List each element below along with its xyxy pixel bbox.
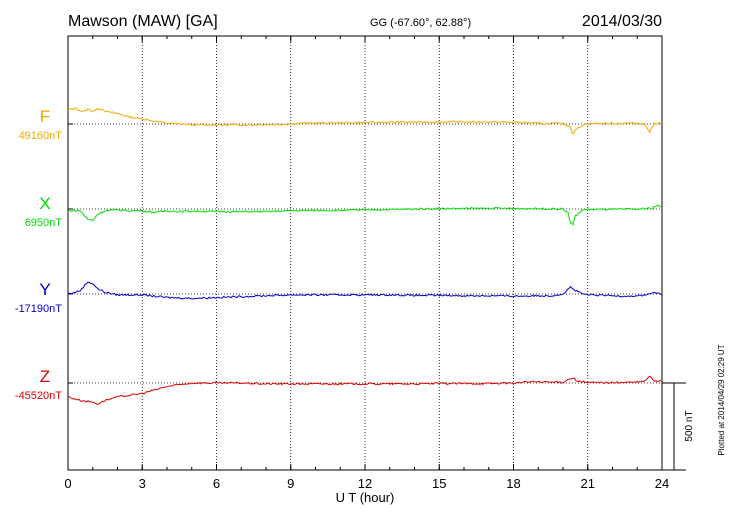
x-tick-label: 15 <box>432 476 446 491</box>
x-tick-label: 12 <box>358 476 372 491</box>
x-tick-label: 24 <box>655 476 669 491</box>
x-tick-label: 6 <box>213 476 220 491</box>
scale-bar <box>662 382 686 471</box>
x-tick-labels: 0 3 6 9 12 15 18 21 24 <box>64 476 669 491</box>
series-name-y: Y <box>39 280 50 299</box>
x-tick-label: 9 <box>287 476 294 491</box>
series-name-z: Z <box>40 367 50 386</box>
chart-title: Mawson (MAW) [GA] <box>68 13 218 30</box>
grid-lines <box>141 36 589 470</box>
series-baseline-label-z: -45520nT <box>15 390 62 402</box>
scale-bar-label: 500 nT <box>684 410 695 441</box>
series-line-z <box>67 375 663 406</box>
x-axis-label: U T (hour) <box>336 490 395 505</box>
series-line-x <box>67 204 663 226</box>
series-labels: F 49160nT X 6950nT Y -17190nT Z -45520nT <box>15 107 62 402</box>
plotted-at-note: Plotted at 2014/04/29 02:29 UT <box>717 344 726 455</box>
series-baseline-label-x: 6950nT <box>25 217 63 229</box>
x-tick-label: 3 <box>139 476 146 491</box>
x-tick-label: 0 <box>64 476 71 491</box>
chart-date: 2014/03/30 <box>582 13 662 30</box>
series-lines <box>67 106 663 406</box>
series-name-x: X <box>39 194 50 213</box>
x-tick-label: 21 <box>581 476 595 491</box>
chart-subtitle: GG (-67.60°, 62.88°) <box>370 17 471 29</box>
series-baseline-label-f: 49160nT <box>19 130 63 142</box>
x-tick-label: 18 <box>506 476 520 491</box>
series-line-y <box>67 281 663 300</box>
axis-ticks <box>67 36 663 470</box>
series-line-f <box>67 106 663 135</box>
series-name-f: F <box>40 107 50 126</box>
series-baseline-label-y: -17190nT <box>15 303 62 315</box>
